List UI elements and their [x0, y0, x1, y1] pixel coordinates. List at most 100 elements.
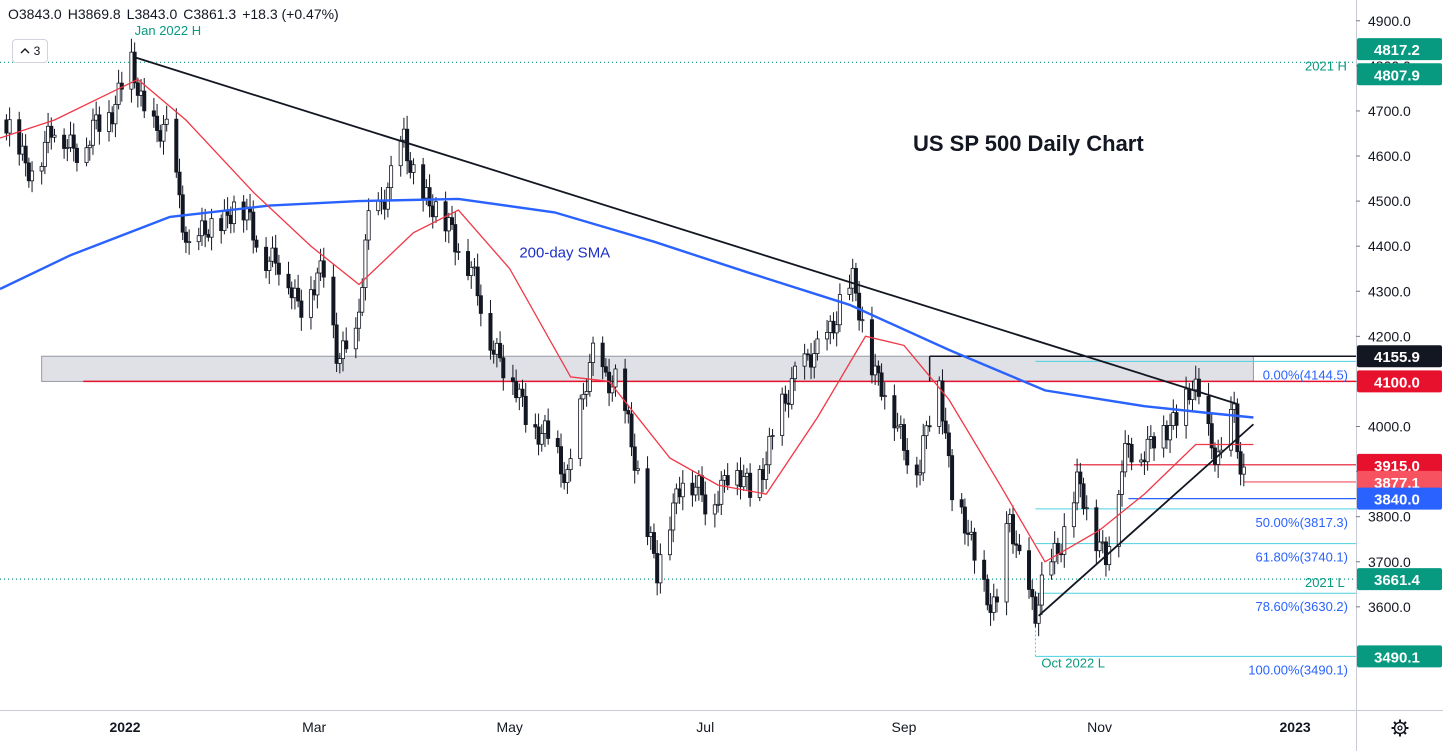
price-label-text: 4807.9 [1374, 67, 1420, 84]
candle-body [1164, 425, 1169, 441]
candle-body [831, 320, 836, 334]
candle-body [106, 112, 111, 132]
candle-body [1190, 389, 1195, 401]
candle-body [199, 220, 204, 237]
price-label-badge [1357, 453, 1442, 476]
price-label-badge [1357, 38, 1442, 61]
candle-body [1171, 412, 1176, 426]
candle-body [546, 420, 551, 439]
candle-body [308, 289, 313, 318]
candle-body [693, 486, 698, 496]
candle-body [1168, 425, 1173, 441]
candle-body [1017, 544, 1022, 552]
y-tick-label: 4500.0 [1368, 193, 1411, 209]
candle-body [558, 446, 563, 475]
candle-body [17, 119, 22, 155]
candle-body [722, 475, 727, 481]
candle-body [411, 164, 416, 173]
candle-body [344, 340, 349, 350]
price-label-text: 3915.0 [1374, 458, 1420, 475]
candle-body [449, 217, 454, 225]
candle-body [623, 368, 628, 411]
candle-body [587, 362, 592, 392]
candle-body [667, 529, 672, 556]
y-tick-label: 3600.0 [1368, 599, 1411, 615]
candle-body [446, 217, 451, 232]
candle-body [879, 372, 884, 397]
candle-body [882, 395, 887, 398]
layers-toggle-button[interactable]: 3 [12, 39, 48, 63]
candle-body [712, 504, 717, 515]
candle-body [1206, 396, 1211, 425]
candle-body [584, 391, 589, 395]
candle-body [341, 340, 346, 360]
candle-body [700, 475, 705, 496]
candle-body [1152, 436, 1157, 449]
x-tick-label: 2023 [1280, 719, 1311, 735]
candle-body [62, 134, 67, 149]
candle-body [1103, 541, 1108, 566]
candle-body [680, 482, 685, 498]
fib-level-label: 61.80%(3740.1) [1255, 550, 1348, 565]
candle-body [725, 475, 730, 486]
candle-body [1081, 483, 1086, 509]
candle-body [969, 531, 974, 535]
candle-body [600, 342, 605, 368]
candle-body [1075, 471, 1080, 504]
candle-body [847, 287, 852, 295]
candle-body [453, 224, 458, 253]
candle-body [1119, 471, 1124, 495]
candle-body [1212, 447, 1217, 465]
candle-body [312, 289, 317, 296]
price-label-badge [1357, 345, 1442, 368]
candle-body [677, 488, 682, 498]
candle-body [357, 311, 362, 329]
candle-body [1116, 493, 1121, 547]
candle-body [366, 210, 371, 241]
candle-body [408, 160, 413, 173]
candle-body [498, 342, 503, 359]
candle-body [433, 201, 438, 218]
candle-body [254, 239, 259, 248]
candle-body [748, 472, 753, 498]
candle-body [565, 469, 570, 483]
settings-gear-button[interactable] [1388, 716, 1412, 740]
sma-200-line [0, 197, 1254, 419]
ema-21-line [0, 78, 1254, 563]
price-label-badge [1357, 568, 1442, 591]
candle-body [296, 287, 301, 302]
candle-body [488, 313, 493, 351]
candle-body [267, 260, 272, 271]
candle-body [655, 553, 660, 584]
price-label-text: 4100.0 [1374, 374, 1420, 391]
candle-body [770, 435, 775, 437]
price-label-badge [1357, 370, 1442, 393]
annotation-2021-low: 2021 L [1305, 575, 1345, 590]
candle-body [744, 472, 749, 477]
candle-body [360, 287, 365, 313]
candle-body [610, 386, 615, 394]
candle-body [837, 294, 842, 326]
price-label-text: 3490.1 [1374, 649, 1420, 666]
candle-body [116, 82, 121, 105]
candle-body [533, 424, 538, 428]
candle-body [424, 187, 429, 199]
candle-body [555, 438, 560, 448]
candle-body [805, 353, 810, 356]
candle-body [1241, 466, 1246, 475]
candle-body [940, 380, 945, 422]
candle-body [671, 502, 676, 531]
candle-body [542, 420, 547, 434]
candle-body [581, 393, 586, 400]
candle-body [802, 353, 807, 367]
y-tick-label: 4900.0 [1368, 13, 1411, 29]
candle-body [187, 241, 192, 244]
candle-body [757, 469, 762, 498]
price-label-badge [1357, 645, 1442, 668]
candle-body [1004, 523, 1009, 603]
gear-icon [1391, 719, 1409, 737]
candle-body [491, 349, 496, 355]
candle-body [578, 398, 583, 459]
candle-body [991, 596, 996, 613]
